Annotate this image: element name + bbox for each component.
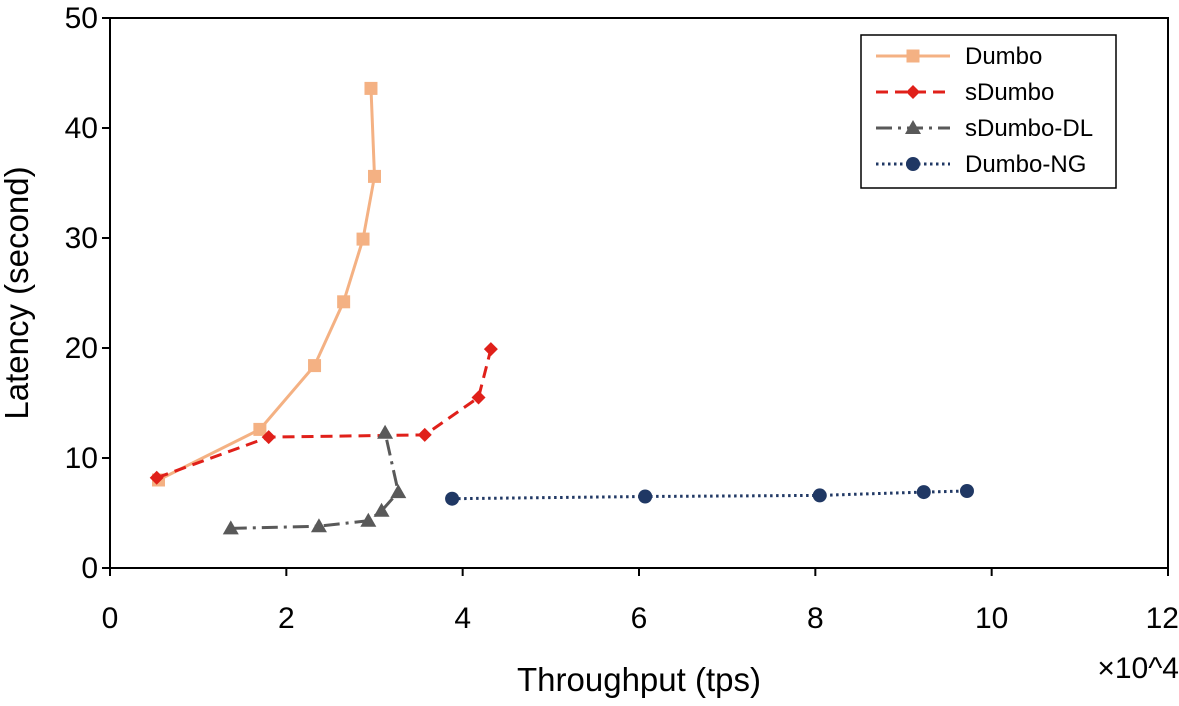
data-point-dumbo — [253, 422, 267, 436]
data-point-sdumbo-dl — [360, 512, 377, 527]
legend-item-dumbo: Dumbo — [876, 43, 1042, 70]
data-point-sdumbo — [471, 390, 486, 405]
data-point-sdumbo — [261, 430, 276, 445]
legend: Dumbo sDumbo sDumbo-DL Dumbo-NG — [860, 34, 1117, 189]
legend-label: Dumbo — [965, 43, 1042, 70]
series-line-dumbo — [157, 88, 376, 482]
x-tick-label: 0 — [102, 602, 119, 635]
data-point-sdumbo-dl — [377, 424, 394, 439]
data-point-sdumbo — [483, 342, 498, 357]
data-point-sdumbo-dl — [373, 502, 390, 517]
y-tick-label: 50 — [65, 2, 98, 35]
y-tick-label: 0 — [81, 552, 98, 585]
data-point-dumbo-ng — [959, 484, 974, 498]
legend-label: sDumbo — [965, 79, 1054, 106]
y-axis-ticks: 0 10 20 30 40 50 — [65, 2, 110, 585]
y-tick-label: 10 — [65, 442, 98, 475]
data-point-sdumbo-dl — [310, 518, 327, 533]
series-line-dumbo-ng — [452, 489, 968, 501]
x-tick-label: 12 — [1146, 602, 1179, 635]
x-tick-label: 4 — [454, 602, 471, 635]
series-sdumbo — [149, 342, 498, 485]
legend-item-sdumbo: sDumbo — [876, 79, 1054, 106]
data-point-dumbo — [364, 81, 378, 95]
data-point-dumbo — [337, 295, 351, 309]
data-point-sdumbo — [417, 427, 432, 442]
data-point-dumbo — [368, 169, 381, 183]
x-tick-label: 6 — [631, 602, 648, 635]
x-axis-title: Throughput (tps) — [517, 661, 761, 698]
legend-swatch-marker — [906, 49, 920, 63]
x-axis-multiplier: ×10^4 — [1097, 652, 1179, 685]
x-tick-label: 8 — [807, 602, 824, 635]
x-tick-label: 10 — [975, 602, 1008, 635]
x-axis-ticks: 0 2 4 6 8 10 12 — [102, 568, 1179, 635]
y-axis-title: Latency (second) — [0, 166, 35, 419]
series-layer — [149, 81, 974, 535]
data-point-dumbo-ng — [916, 485, 931, 500]
data-point-dumbo-ng — [638, 489, 653, 504]
data-point-sdumbo-dl — [222, 520, 239, 535]
series-sdumbo-dl — [222, 424, 407, 535]
legend-label: sDumbo-DL — [965, 115, 1093, 142]
legend-label: Dumbo-NG — [965, 151, 1086, 178]
data-point-sdumbo-dl — [390, 484, 407, 499]
legend-swatch-marker — [906, 85, 920, 99]
data-point-dumbo-ng — [812, 488, 827, 503]
data-point-sdumbo — [149, 470, 164, 485]
data-point-dumbo — [308, 359, 322, 373]
series-dumbo — [151, 81, 381, 487]
series-dumbo-ng — [445, 484, 974, 506]
series-line-sdumbo — [156, 348, 493, 480]
legend-box — [860, 34, 1117, 189]
legend-item-dumbo-ng: Dumbo-NG — [876, 151, 1086, 178]
y-tick-label: 40 — [65, 112, 98, 145]
legend-swatch-marker — [905, 120, 921, 134]
y-tick-label: 20 — [65, 332, 98, 365]
legend-swatch-marker — [906, 157, 920, 171]
legend-item-sdumbo-dl: sDumbo-DL — [876, 115, 1093, 142]
y-tick-label: 30 — [65, 222, 98, 255]
data-point-dumbo — [356, 232, 370, 246]
x-tick-label: 2 — [278, 602, 295, 635]
series-line-sdumbo-dl — [230, 432, 400, 530]
data-point-dumbo-ng — [445, 491, 460, 506]
